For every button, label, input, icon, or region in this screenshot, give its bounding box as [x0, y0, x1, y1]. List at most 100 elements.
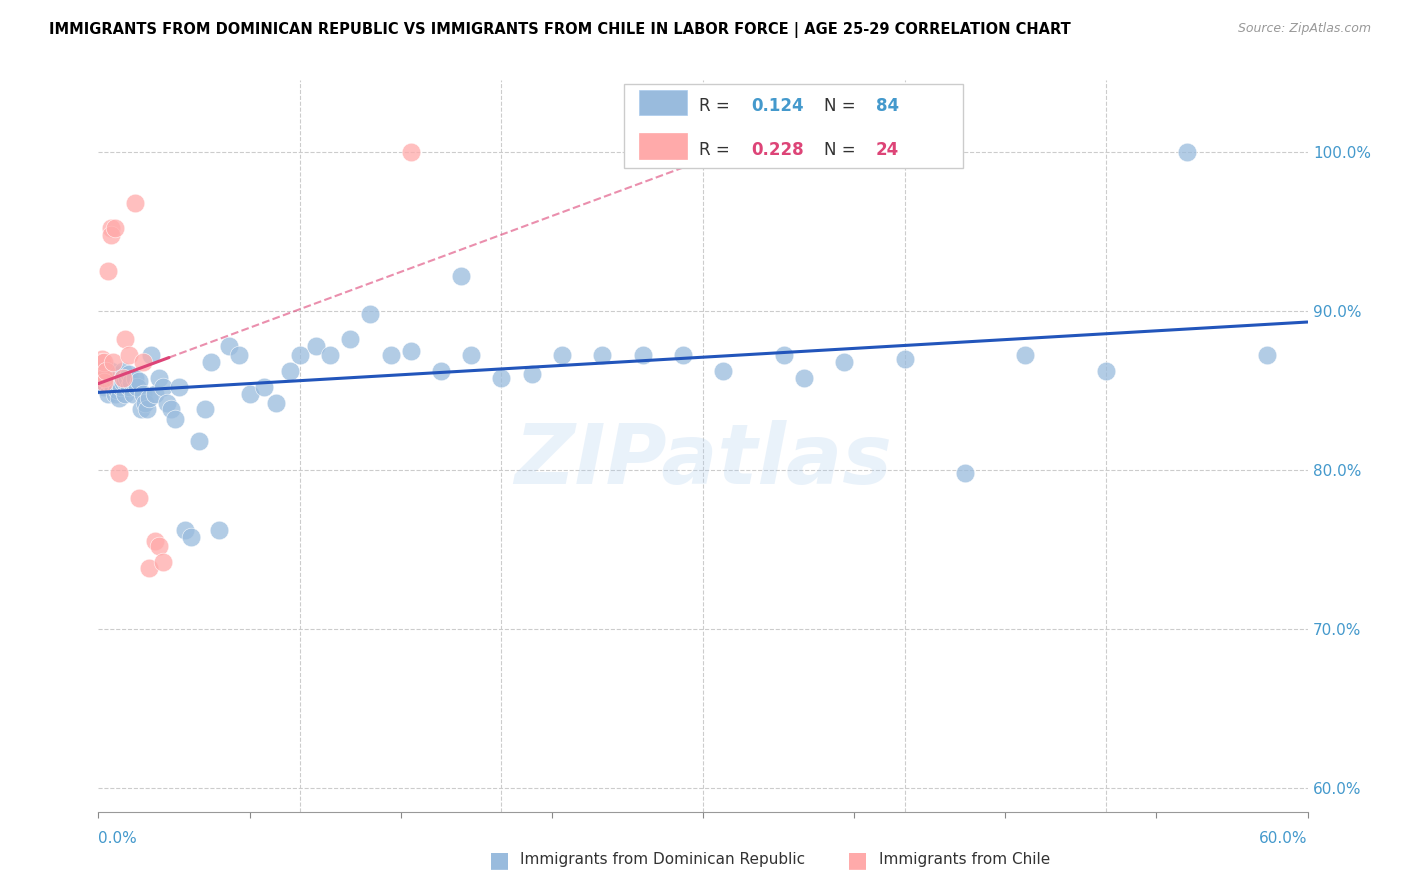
Point — [101, 355, 124, 369]
Point — [118, 380, 141, 394]
Point — [124, 195, 146, 210]
Text: N =: N = — [824, 141, 860, 159]
Point — [143, 534, 166, 549]
Point — [115, 370, 138, 384]
Point — [156, 396, 179, 410]
Point — [208, 523, 231, 537]
Point — [107, 466, 129, 480]
Point — [134, 396, 156, 410]
Point — [551, 348, 574, 362]
Point — [253, 380, 276, 394]
Point — [91, 351, 114, 366]
Point — [101, 380, 124, 394]
Point — [93, 380, 115, 394]
Text: Immigrants from Chile: Immigrants from Chile — [879, 853, 1050, 867]
Point — [138, 392, 160, 406]
Text: 60.0%: 60.0% — [1260, 830, 1308, 846]
Point — [264, 396, 287, 410]
Point — [111, 370, 134, 384]
Text: 24: 24 — [876, 141, 900, 159]
Point — [100, 227, 122, 242]
Point — [1014, 348, 1036, 362]
Bar — [638, 90, 688, 115]
Point — [139, 348, 162, 362]
Point — [152, 380, 174, 394]
Point — [953, 466, 976, 480]
Point — [460, 348, 482, 362]
Point — [91, 362, 114, 376]
Point — [360, 307, 382, 321]
Point — [120, 376, 142, 390]
Point — [96, 364, 118, 378]
Point — [218, 339, 240, 353]
Text: ■: ■ — [489, 850, 509, 870]
Point — [194, 402, 217, 417]
Point — [128, 374, 150, 388]
Point — [107, 376, 129, 390]
Text: Source: ZipAtlas.com: Source: ZipAtlas.com — [1237, 22, 1371, 36]
Text: 0.124: 0.124 — [751, 97, 804, 115]
Point — [1175, 145, 1198, 159]
Point — [893, 351, 915, 366]
Point — [128, 491, 150, 506]
Point — [111, 364, 134, 378]
Point — [89, 364, 111, 378]
FancyBboxPatch shape — [624, 84, 963, 168]
Point — [228, 348, 250, 362]
Point — [430, 364, 453, 378]
Point — [103, 221, 125, 235]
Point — [167, 380, 190, 394]
Point — [91, 376, 114, 390]
Point — [174, 523, 197, 537]
Text: 0.228: 0.228 — [751, 141, 804, 159]
Point — [125, 380, 148, 394]
Point — [107, 392, 129, 406]
Point — [97, 386, 120, 401]
Point — [129, 402, 152, 417]
Point — [93, 376, 115, 390]
Point — [100, 221, 122, 235]
Point — [97, 374, 120, 388]
Point — [152, 555, 174, 569]
Text: R =: R = — [699, 141, 735, 159]
Point — [399, 343, 422, 358]
Point — [89, 374, 111, 388]
Point — [105, 370, 128, 384]
Point — [132, 355, 155, 369]
Point — [1095, 364, 1118, 378]
Point — [124, 370, 146, 384]
Point — [239, 386, 262, 401]
Text: ZIPatlas: ZIPatlas — [515, 420, 891, 501]
Text: IMMIGRANTS FROM DOMINICAN REPUBLIC VS IMMIGRANTS FROM CHILE IN LABOR FORCE | AGE: IMMIGRANTS FROM DOMINICAN REPUBLIC VS IM… — [49, 22, 1071, 38]
Point — [100, 376, 122, 391]
Point — [91, 355, 114, 369]
Point — [305, 339, 328, 353]
Point — [163, 412, 186, 426]
Point — [188, 434, 211, 449]
Point — [380, 348, 402, 362]
Point — [288, 348, 311, 362]
Point — [103, 386, 125, 401]
Point — [450, 268, 472, 283]
Point — [160, 402, 183, 417]
Point — [180, 530, 202, 544]
Point — [97, 264, 120, 278]
Point — [711, 364, 734, 378]
Point — [148, 539, 170, 553]
Point — [148, 370, 170, 384]
Point — [591, 348, 613, 362]
Text: ■: ■ — [848, 850, 868, 870]
Point — [111, 376, 134, 390]
Point — [114, 386, 136, 401]
Point — [96, 370, 118, 384]
Point — [103, 374, 125, 388]
Point — [1256, 348, 1278, 362]
Point — [110, 380, 132, 394]
Point — [138, 561, 160, 575]
Point — [832, 355, 855, 369]
Text: R =: R = — [699, 97, 735, 115]
Point — [399, 145, 422, 159]
Point — [93, 355, 115, 369]
Point — [278, 364, 301, 378]
Text: 84: 84 — [876, 97, 898, 115]
